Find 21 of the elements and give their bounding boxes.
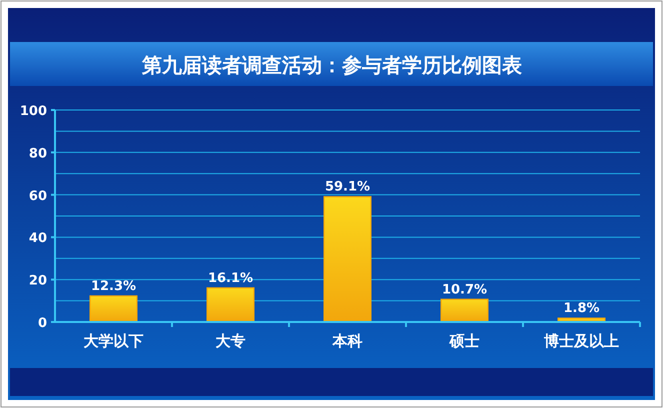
data-label: 12.3% [90, 278, 136, 294]
x-tick-label: 大学以下 [84, 332, 144, 350]
y-tick-label: 60 [28, 188, 47, 204]
y-tick-label: 40 [28, 231, 47, 246]
y-tick-label: 20 [28, 274, 47, 289]
data-label: 16.1% [208, 270, 254, 286]
bar [90, 295, 138, 323]
y-tick-label: 80 [28, 146, 47, 162]
y-tick-label: 0 [38, 316, 47, 331]
y-tick-label: 100 [20, 104, 47, 119]
data-label: 1.8% [563, 301, 600, 316]
bar [440, 298, 488, 323]
x-tick-label: 博士及以上 [543, 332, 619, 350]
bar [206, 287, 254, 323]
x-tick-label: 大专 [216, 332, 246, 350]
bar [324, 196, 372, 323]
x-tick-label: 本科 [332, 332, 362, 350]
chart-title: 第九届读者调查活动：参与者学历比例图表 [141, 53, 522, 77]
x-tick-label: 硕士 [448, 332, 480, 350]
data-label: 59.1% [324, 180, 370, 195]
data-label: 10.7% [442, 282, 488, 298]
